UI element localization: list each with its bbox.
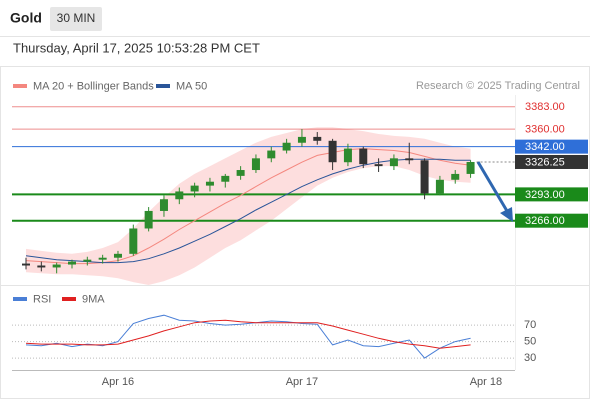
- arrow-head: [500, 207, 513, 222]
- forecast-arrow: [476, 161, 513, 222]
- source: Research © 2025 Trading Central: [416, 80, 580, 92]
- level-label: 3293.00: [525, 189, 565, 201]
- legend-label: MA 20 + Bollinger Bands: [33, 80, 154, 92]
- level-label-box: [515, 187, 588, 202]
- level-label: 3360.00: [525, 124, 565, 136]
- legend-swatch: [156, 84, 170, 88]
- candle-body: [420, 160, 429, 194]
- candle-body: [343, 148, 352, 163]
- candle-body: [22, 263, 30, 266]
- timeframe-badge[interactable]: [50, 7, 102, 31]
- candle-body: [67, 261, 76, 265]
- candle-body: [205, 181, 214, 186]
- candle-body: [190, 185, 199, 192]
- indicator-line: [25, 314, 471, 359]
- indicator-line: [25, 319, 471, 349]
- candle-body: [451, 173, 460, 180]
- candle-body: [221, 175, 230, 182]
- candle-body: [466, 161, 475, 174]
- candle-body: [374, 164, 383, 167]
- candle-body: [297, 136, 306, 143]
- candle-body: [113, 253, 122, 258]
- datetime: Thursday, April 17, 2025 10:53:28 PM CET: [13, 40, 260, 55]
- legend-swatch: [62, 297, 76, 301]
- x-tick-label: Apr 18: [470, 376, 502, 388]
- level-label-box: [515, 139, 588, 154]
- candle-body: [159, 199, 168, 211]
- x-tick-label: Apr 17: [286, 376, 318, 388]
- legend-swatch: [13, 84, 27, 88]
- legend-swatch: [13, 297, 27, 301]
- legend-label: 9MA: [82, 293, 105, 305]
- candle-body: [267, 150, 276, 159]
- y-tick-label: 70: [524, 319, 536, 331]
- candle-body: [98, 257, 107, 260]
- candle-body: [328, 140, 337, 163]
- candle-body: [313, 136, 322, 141]
- y-tick-label: 30: [524, 352, 536, 364]
- candle-body: [359, 148, 368, 165]
- y-tick-label: 50: [524, 336, 536, 348]
- candle-body: [144, 210, 153, 229]
- candle-body: [405, 158, 414, 161]
- candle-body: [83, 259, 92, 262]
- candle-body: [52, 264, 61, 268]
- legend-label: RSI: [33, 293, 51, 305]
- arrow-shaft: [476, 161, 509, 212]
- level-label: 3383.00: [525, 101, 565, 113]
- candle-body: [37, 265, 46, 268]
- level-label: 3266.00: [525, 215, 565, 227]
- candle-body: [435, 179, 444, 194]
- candle-body: [129, 228, 138, 254]
- candle-body: [175, 191, 184, 200]
- candle-body: [389, 158, 398, 167]
- level-label-box: [515, 213, 588, 228]
- level-label: 3342.00: [525, 141, 565, 153]
- legend-label: MA 50: [176, 80, 207, 92]
- x-tick-label: Apr 16: [102, 376, 134, 388]
- level-label-box: [515, 154, 588, 169]
- timeframe[interactable]: 30 MIN: [57, 11, 96, 25]
- level-label: 3326.25: [525, 156, 565, 168]
- symbol: Gold: [10, 10, 42, 26]
- candle-body: [282, 142, 291, 151]
- candle-body: [236, 170, 245, 176]
- marks: 3383.00 3360.00 3342.00 3326.25 3293.00 3266.…: [12, 80, 588, 388]
- candle-body: [251, 158, 260, 171]
